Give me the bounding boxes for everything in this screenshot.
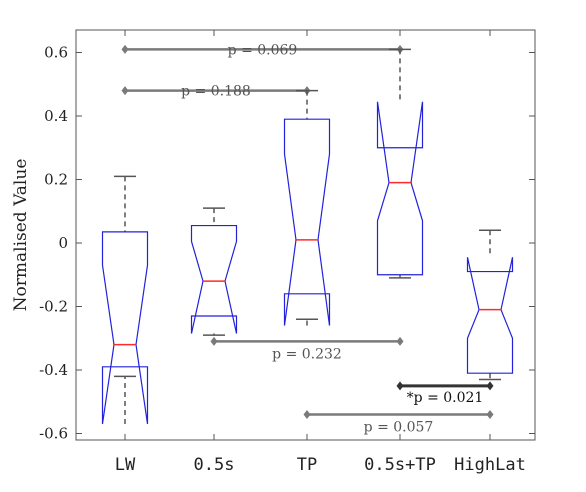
notched-box (466, 257, 514, 374)
p-value-label: *p = 0.021 (407, 390, 484, 406)
bracket-end-marker (396, 381, 404, 391)
bracket-end-marker (396, 336, 404, 346)
bracket-end-marker (121, 86, 129, 96)
notched-box (101, 231, 149, 425)
x-tick-label: HighLat (454, 455, 526, 475)
x-tick-label: 0.5s+TP (364, 455, 436, 475)
notched-box (283, 118, 331, 326)
p-value-labels: p = 0.069 p = 0.188 p = 0.232 *p = 0.021 p =… (181, 42, 483, 435)
y-tick-label: 0.2 (44, 171, 68, 189)
y-tick-label: -0.2 (39, 298, 68, 316)
box-tp (283, 89, 331, 326)
bracket-end-marker (210, 336, 218, 346)
p-value-label: p = 0.069 (228, 42, 298, 58)
box-series (101, 48, 514, 425)
x-tick-label: TP (297, 455, 317, 475)
p-value-label: p = 0.057 (364, 419, 434, 435)
y-tick-label: 0 (58, 234, 68, 252)
box-0-5s-tp (376, 48, 424, 279)
y-tick-label: 0.6 (44, 44, 68, 62)
notched-box (376, 101, 424, 276)
box-lw (101, 175, 149, 425)
y-axis-label: Normalised Value (11, 159, 31, 312)
y-tick-label: 0.4 (44, 107, 68, 125)
box-0-5s (190, 207, 238, 336)
x-tick-label: 0.5s (194, 455, 235, 475)
bracket-end-marker (486, 409, 494, 419)
notched-box (190, 224, 238, 334)
y-tick-label: -0.6 (39, 425, 68, 443)
bracket-end-marker (486, 381, 494, 391)
p-value-label: p = 0.188 (181, 84, 251, 100)
plot-frame (75, 29, 536, 441)
y-tick-label: -0.4 (39, 361, 68, 379)
axis-ticks: -0.6 -0.4 -0.2 0 0.2 0.4 0.6 LW 0.5s TP 0.5s+TP Hig… (39, 30, 535, 475)
bracket-end-marker (121, 44, 129, 54)
box-highlat (466, 229, 514, 381)
significance-brackets (121, 44, 494, 419)
x-tick-label: LW (115, 455, 136, 475)
p-value-label: p = 0.232 (272, 346, 342, 362)
bracket-end-marker (303, 409, 311, 419)
